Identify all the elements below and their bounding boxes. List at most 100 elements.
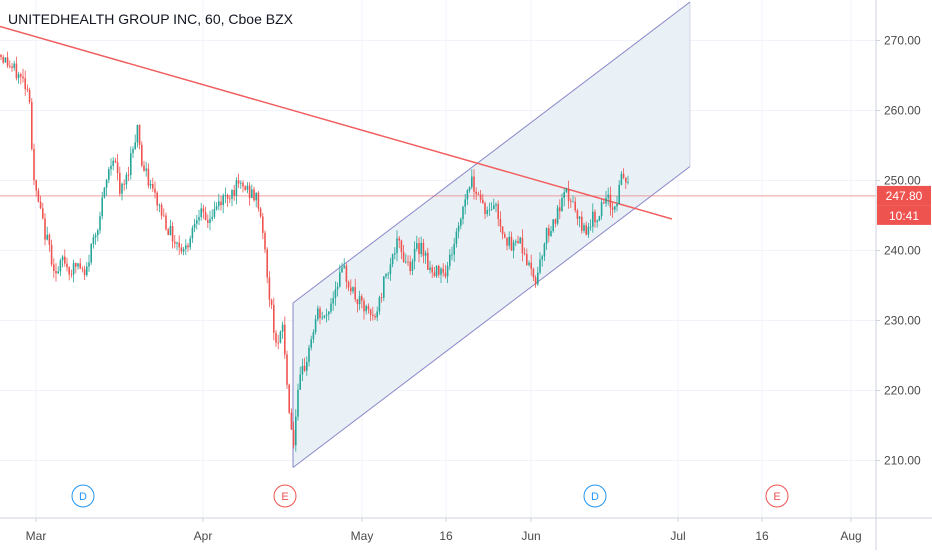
candle-body <box>501 226 504 235</box>
candle-body <box>332 298 334 304</box>
candle-body <box>486 210 488 214</box>
dividend-marker[interactable]: D <box>71 484 95 508</box>
candle-body <box>28 89 31 103</box>
candle-body <box>462 206 464 220</box>
candle-body <box>620 173 623 185</box>
candle-body <box>391 254 394 265</box>
candle-body <box>26 89 29 90</box>
candle-body <box>314 319 317 333</box>
candle-body <box>431 267 433 273</box>
candle-body <box>77 263 79 267</box>
candle-body <box>86 266 88 276</box>
candle-body <box>618 184 620 204</box>
candle-body <box>420 242 422 255</box>
candle-body <box>361 296 363 301</box>
candle-body <box>149 184 152 186</box>
candle-body <box>537 272 539 285</box>
candle-body <box>389 264 392 274</box>
candle-body <box>24 78 26 90</box>
candle-body <box>526 253 528 265</box>
candle-body <box>468 187 471 191</box>
candle-body <box>147 168 150 186</box>
x-tick-label: 16 <box>439 529 453 543</box>
candle-body <box>134 142 136 150</box>
earnings-marker[interactable]: E <box>273 484 297 508</box>
candle-body <box>176 242 178 244</box>
candle-body <box>240 182 242 184</box>
last-price-tag[interactable]: 247.80 <box>877 185 931 206</box>
candle-body <box>367 305 370 310</box>
candle-body <box>218 201 220 207</box>
candle-body <box>438 266 440 275</box>
candle-body <box>376 311 378 318</box>
candle-body <box>475 191 477 195</box>
candle-body <box>94 235 97 238</box>
candle-body <box>253 189 255 201</box>
candle-body <box>105 179 108 188</box>
candle-body <box>405 261 407 263</box>
candle-body <box>572 201 574 203</box>
candle-body <box>213 209 216 217</box>
candle-body <box>563 192 565 198</box>
candle-body <box>81 268 84 270</box>
candle-body <box>178 242 180 248</box>
candle-body <box>6 57 9 67</box>
candle-body <box>598 216 601 221</box>
candle-body <box>160 204 163 216</box>
candle-body <box>136 124 139 143</box>
candle-body <box>264 232 266 250</box>
candle-body <box>517 241 519 244</box>
candle-body <box>455 231 458 244</box>
y-tick-label: 270.00 <box>884 34 921 48</box>
candle-body <box>464 199 466 207</box>
candle-body <box>596 220 598 223</box>
event-label: D <box>79 491 87 503</box>
candle-body <box>262 216 264 233</box>
trendline[interactable] <box>0 25 673 220</box>
candle-body <box>508 236 510 246</box>
candle-body <box>110 165 112 170</box>
candle-body <box>114 160 117 163</box>
candle-body <box>372 314 374 317</box>
candle-body <box>583 225 585 231</box>
candle-body <box>275 332 277 343</box>
candle-body <box>215 206 218 210</box>
candle-body <box>308 347 310 362</box>
candle-body <box>231 189 233 199</box>
candle-body <box>244 186 246 190</box>
countdown-tag: 10:41 <box>877 205 931 225</box>
candle-body <box>585 225 587 235</box>
x-tick-label: Aug <box>840 529 861 543</box>
candle-body <box>567 188 570 202</box>
candle-body <box>108 169 110 180</box>
candle-body <box>55 270 57 274</box>
candle-body <box>616 203 618 207</box>
candle-body <box>116 162 119 174</box>
candle-body <box>163 215 165 217</box>
earnings-marker[interactable]: E <box>765 484 789 508</box>
candle-body <box>554 219 557 224</box>
candle-body <box>145 168 147 171</box>
candle-body <box>198 217 200 221</box>
channel-lower-line[interactable] <box>292 166 691 468</box>
candle-body <box>374 316 376 318</box>
countdown-value: 10:41 <box>889 209 919 223</box>
candle-body <box>72 263 75 275</box>
candle-body <box>497 204 499 219</box>
candle-body <box>578 216 581 219</box>
dividend-marker[interactable]: D <box>583 484 607 508</box>
candle-body <box>521 237 524 254</box>
candle-body <box>200 208 202 218</box>
candle-body <box>138 124 141 145</box>
candle-body <box>532 268 535 278</box>
candle-body <box>83 269 86 276</box>
candle-body <box>427 252 429 270</box>
candle-body <box>352 287 354 292</box>
candle-body <box>512 242 515 251</box>
channel-upper-line[interactable] <box>292 1 691 304</box>
candle-body <box>224 195 227 196</box>
candle-body <box>15 63 18 79</box>
candle-body <box>235 180 238 196</box>
